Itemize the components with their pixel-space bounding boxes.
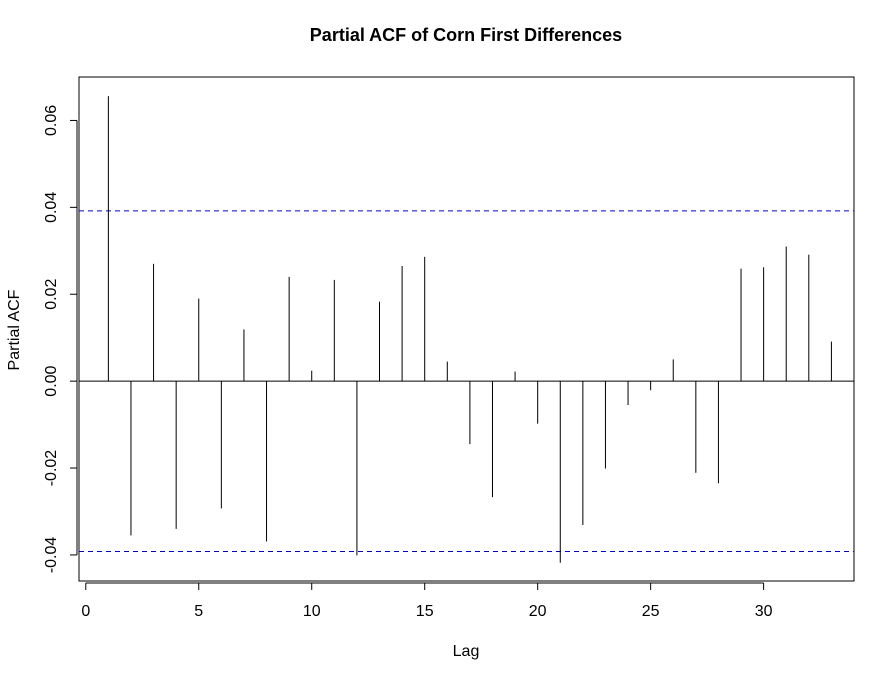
x-tick-label: 15 [416, 603, 434, 620]
plot-frame [78, 76, 855, 582]
y-axis-label: Partial ACF [6, 289, 23, 370]
chart-title: Partial ACF of Corn First Differences [310, 25, 622, 45]
y-tick-label: 0.04 [43, 192, 60, 223]
x-tick-label: 10 [303, 603, 321, 620]
x-tick-label: 20 [529, 603, 547, 620]
x-tick-label: 25 [642, 603, 660, 620]
y-tick-label: 0.00 [43, 365, 60, 396]
x-axis-label: Lag [453, 643, 480, 660]
y-tick-label: -0.02 [43, 450, 60, 487]
x-tick-label: 0 [81, 603, 90, 620]
y-tick-label: 0.02 [43, 279, 60, 310]
y-tick-label: -0.04 [43, 537, 60, 574]
x-tick-label: 5 [194, 603, 203, 620]
y-tick-label: 0.06 [43, 105, 60, 136]
x-tick-label: 30 [755, 603, 773, 620]
